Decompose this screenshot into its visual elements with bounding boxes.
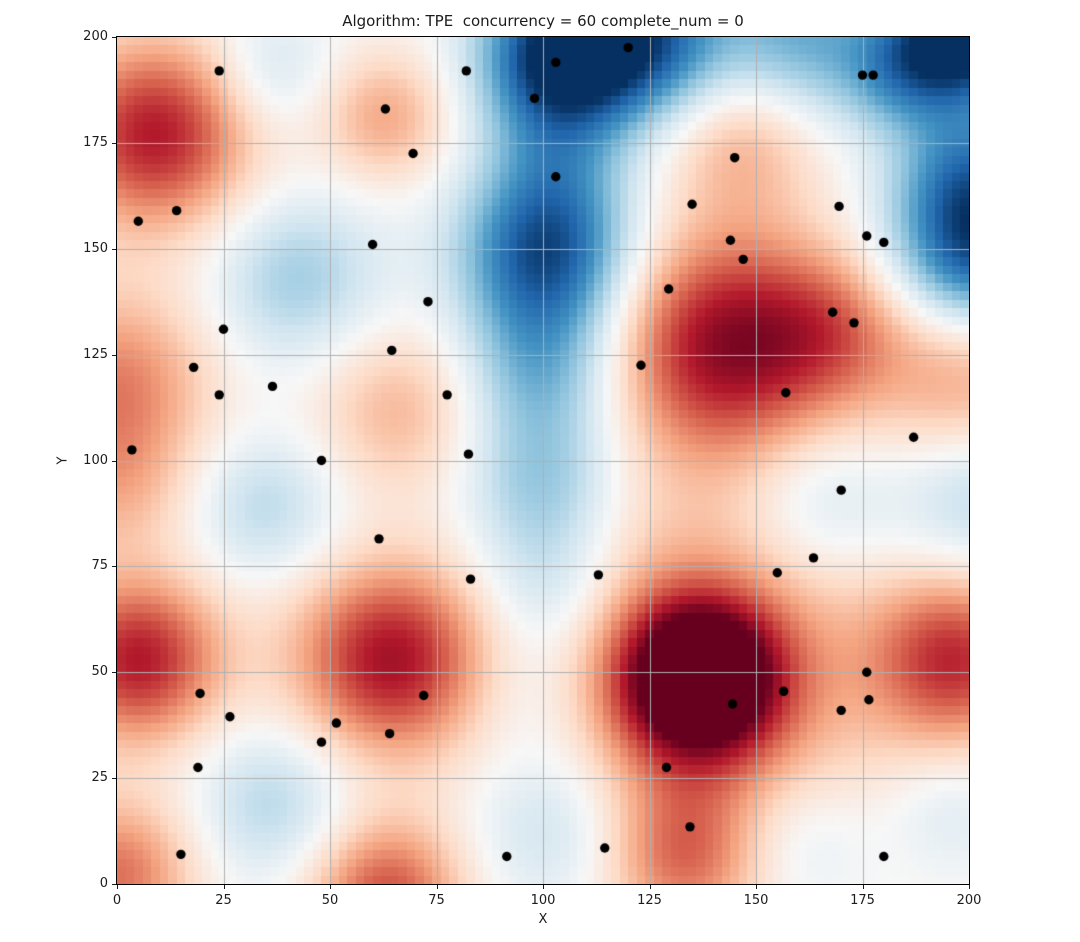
y-tick-mark (112, 249, 116, 250)
plot-area (116, 36, 970, 885)
x-tick-label: 50 (321, 893, 339, 908)
x-tick-label: 200 (956, 893, 982, 908)
y-tick-mark (112, 566, 116, 567)
x-tick-label: 75 (428, 893, 445, 908)
x-tick-label: 0 (112, 893, 122, 908)
x-tick-mark (117, 885, 118, 889)
x-tick-mark (969, 885, 970, 889)
y-tick-label: 0 (99, 876, 108, 891)
y-tick-mark (112, 461, 116, 462)
y-tick-mark (112, 37, 116, 38)
chart-title: Algorithm: TPE concurrency = 60 complete… (342, 12, 744, 30)
heatmap-canvas (117, 37, 969, 884)
y-axis-label: Y (55, 456, 71, 465)
y-tick-mark (112, 355, 116, 356)
x-tick-label: 25 (215, 893, 232, 908)
y-tick-label: 50 (91, 664, 108, 680)
x-tick-mark (543, 885, 544, 889)
y-tick-mark (112, 672, 116, 673)
y-tick-label: 125 (83, 346, 108, 362)
x-tick-mark (224, 885, 225, 889)
x-tick-mark (437, 885, 438, 889)
y-tick-label: 75 (91, 558, 108, 574)
y-tick-mark (112, 884, 116, 885)
y-tick-mark (112, 778, 116, 779)
x-tick-mark (863, 885, 864, 889)
x-tick-label: 125 (637, 893, 662, 908)
x-tick-label: 175 (850, 893, 875, 908)
y-tick-label: 175 (83, 134, 108, 150)
x-tick-label: 150 (743, 893, 769, 908)
x-tick-mark (756, 885, 757, 889)
x-axis-label: X (538, 912, 548, 927)
x-tick-label: 100 (530, 893, 556, 908)
y-tick-label: 150 (83, 240, 108, 256)
y-tick-label: 25 (91, 770, 108, 786)
y-tick-label: 100 (83, 452, 108, 468)
y-tick-label: 200 (83, 29, 108, 44)
y-tick-mark (112, 143, 116, 144)
x-tick-mark (330, 885, 331, 889)
x-tick-mark (650, 885, 651, 889)
